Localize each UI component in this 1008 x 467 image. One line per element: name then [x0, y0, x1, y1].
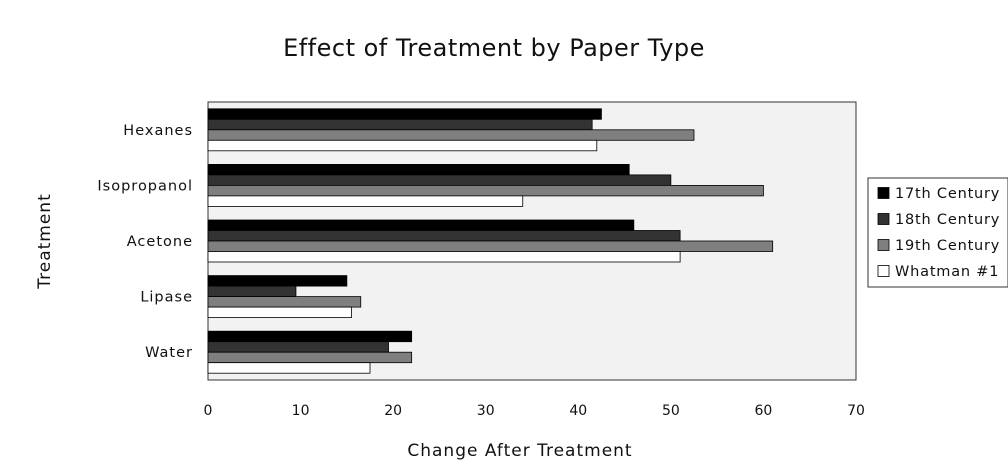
- x-tick-label: 0: [204, 403, 213, 419]
- bar-hexanes-18th-century: [207, 118, 593, 131]
- legend-label: 19th Century: [895, 238, 1000, 254]
- legend-swatch-17th-century: [877, 187, 890, 199]
- bar-lipase-whatman-1: [207, 306, 352, 319]
- legend-label: 18th Century: [895, 212, 1000, 228]
- legend-label: 17th Century: [895, 186, 1000, 202]
- y-tick-label: Water: [145, 345, 193, 361]
- legend-label: Whatman #1: [895, 264, 999, 280]
- bar-acetone-18th-century: [207, 230, 681, 242]
- bar-water-18th-century: [207, 341, 389, 353]
- y-tick-label: Hexanes: [123, 123, 193, 139]
- legend: 17th Century 18th Century 19th Century What…: [867, 177, 1008, 288]
- bar-acetone-19th-century: [207, 240, 774, 252]
- x-axis-title: Change After Treatment: [407, 441, 632, 461]
- bar-lipase-19th-century: [207, 296, 362, 308]
- bar-water-19th-century: [207, 351, 413, 364]
- x-tick-label: 60: [755, 403, 773, 419]
- bar-acetone-whatman-1: [207, 251, 681, 263]
- bar-isopropanol-17th-century: [207, 163, 630, 176]
- bar-hexanes-whatman-1: [207, 139, 598, 152]
- x-tick-label: 40: [569, 403, 587, 419]
- y-tick-label: Lipase: [140, 290, 193, 306]
- bar-acetone-17th-century: [207, 219, 635, 231]
- y-tick-label: Isopropanol: [97, 178, 193, 194]
- legend-swatch-18th-century: [877, 213, 890, 225]
- bar-water-17th-century: [207, 330, 413, 343]
- bar-water-whatman-1: [207, 362, 371, 374]
- bar-lipase-18th-century: [207, 285, 297, 298]
- x-tick-label: 70: [847, 403, 865, 419]
- bar-hexanes-19th-century: [207, 129, 695, 141]
- x-tick-label: 10: [292, 403, 310, 419]
- y-axis-title: Treatment: [35, 193, 55, 290]
- x-tick-label: 20: [384, 403, 402, 419]
- x-tick-label: 30: [477, 403, 495, 419]
- legend-swatch-19th-century: [877, 239, 890, 251]
- plot-area-group: Hexanes Isopropanol Acetone Lipase Water 0 10 2…: [97, 101, 865, 419]
- y-tick-label: Acetone: [127, 234, 193, 250]
- legend-swatch-whatman-1: [877, 265, 890, 277]
- bar-isopropanol-18th-century: [207, 174, 672, 186]
- bar-isopropanol-whatman-1: [207, 195, 524, 207]
- legend-box: [867, 177, 1008, 288]
- chart-title: Effect of Treatment by Paper Type: [283, 34, 705, 62]
- x-tick-label: 50: [662, 403, 680, 419]
- bar-lipase-17th-century: [207, 275, 348, 287]
- bar-hexanes-17th-century: [207, 108, 602, 120]
- bar-isopropanol-19th-century: [207, 184, 764, 197]
